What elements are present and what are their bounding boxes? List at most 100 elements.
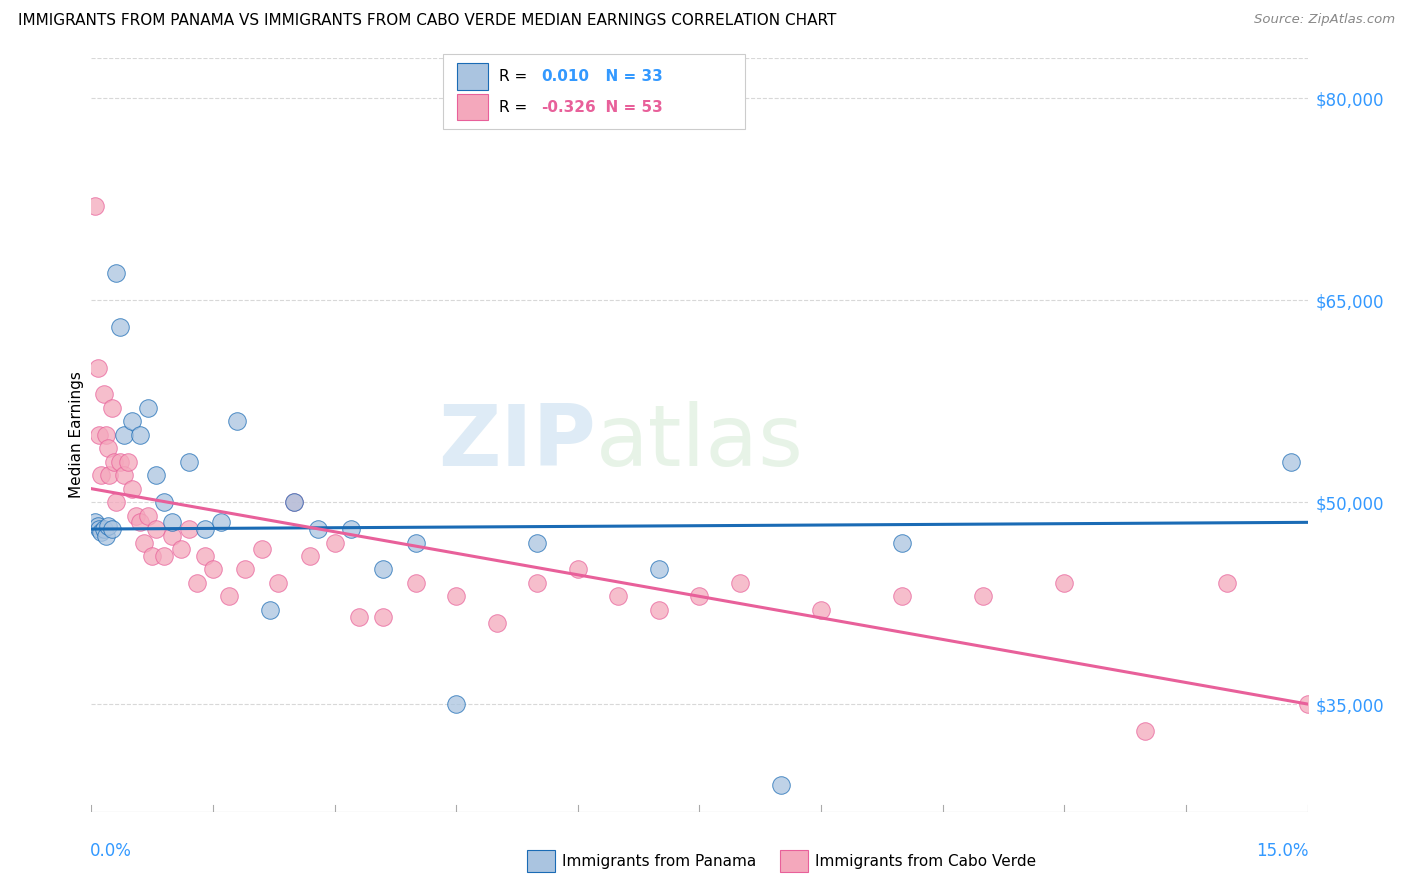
Text: ZIP: ZIP [439,401,596,483]
Point [117,455,139,469]
Point [153,549,176,563]
Point [90,468,112,483]
Point [299,549,322,563]
Point [567,562,589,576]
Point [108,320,131,334]
Point [891,535,914,549]
Point [250,542,273,557]
Point [93,522,115,536]
Point [93,387,115,401]
Point [1296,697,1319,711]
Point [108,455,131,469]
Point [307,522,329,536]
Point [405,535,427,549]
Text: atlas: atlas [596,401,804,483]
Text: -0.326: -0.326 [541,100,596,114]
Point [136,508,159,523]
Point [267,575,290,590]
Point [283,495,305,509]
Point [1135,723,1157,738]
Point [688,590,710,604]
Point [177,455,200,469]
Point [444,697,467,711]
Point [153,495,176,509]
Point [98,468,121,483]
Point [218,590,240,604]
Point [323,535,346,549]
Point [129,428,152,442]
Point [84,516,107,530]
Point [121,482,143,496]
Point [125,508,148,523]
Point [283,495,305,509]
Point [202,562,225,576]
Point [100,522,122,536]
Point [347,609,370,624]
Point [141,549,163,563]
Point [194,522,217,536]
Point [194,549,217,563]
Text: 0.010: 0.010 [541,70,589,84]
Point [89,522,111,536]
Text: N = 33: N = 33 [595,70,662,84]
Point [648,562,671,576]
Point [94,529,117,543]
Point [373,562,395,576]
Point [145,468,167,483]
Point [526,575,548,590]
Point [340,522,363,536]
Point [162,516,184,530]
Point [87,519,110,533]
Point [104,495,127,509]
Text: R =: R = [499,70,533,84]
Point [87,360,110,375]
Text: R =: R = [499,100,533,114]
Point [405,575,427,590]
Point [186,575,208,590]
Text: Immigrants from Panama: Immigrants from Panama [562,855,756,869]
Point [162,529,184,543]
Point [444,590,467,604]
Point [90,524,112,539]
Text: 0.0%: 0.0% [90,842,132,860]
Point [1279,455,1302,469]
Point [648,603,671,617]
Point [100,401,122,415]
Y-axis label: Median Earnings: Median Earnings [69,371,84,499]
Point [132,535,155,549]
Point [121,414,143,428]
Point [235,562,257,576]
Text: Immigrants from Cabo Verde: Immigrants from Cabo Verde [815,855,1036,869]
Point [728,575,751,590]
Point [112,468,135,483]
Point [97,442,120,456]
Point [136,401,159,415]
Point [810,603,832,617]
Point [1053,575,1076,590]
Point [526,535,548,549]
Point [145,522,167,536]
Point [129,516,152,530]
Point [226,414,249,428]
Point [769,778,792,792]
Point [891,590,914,604]
Point [104,266,127,280]
Point [373,609,395,624]
Text: IMMIGRANTS FROM PANAMA VS IMMIGRANTS FROM CABO VERDE MEDIAN EARNINGS CORRELATION: IMMIGRANTS FROM PANAMA VS IMMIGRANTS FRO… [18,13,837,29]
Point [84,199,107,213]
Point [1215,575,1237,590]
Text: 15.0%: 15.0% [1257,842,1309,860]
Point [209,516,232,530]
Point [94,428,117,442]
Point [485,616,508,631]
Point [89,428,111,442]
Point [97,519,120,533]
Point [169,542,191,557]
Text: N = 53: N = 53 [595,100,662,114]
Text: Source: ZipAtlas.com: Source: ZipAtlas.com [1254,13,1395,27]
Point [177,522,200,536]
Point [259,603,281,617]
Point [972,590,994,604]
Point [607,590,630,604]
Point [103,455,125,469]
